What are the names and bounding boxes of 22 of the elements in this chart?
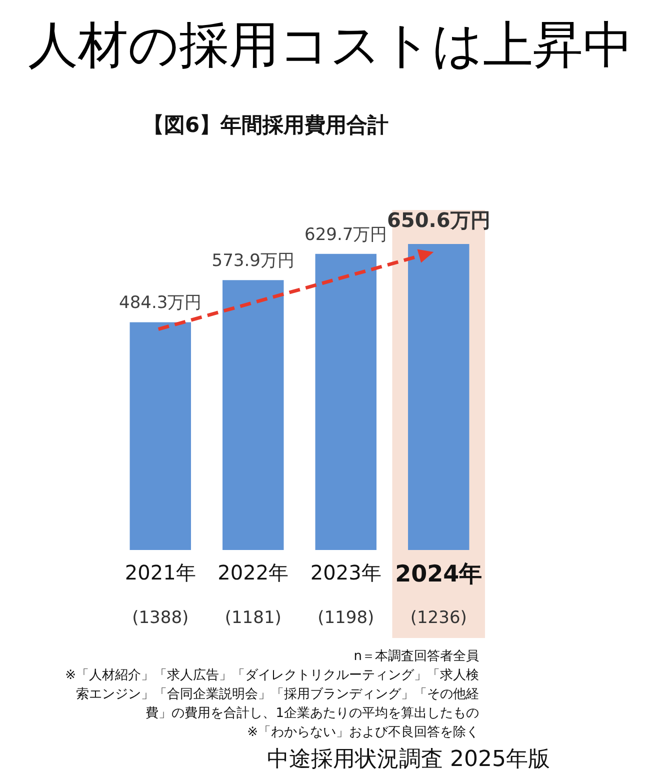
bar <box>222 280 284 550</box>
text: 中途採用状況調査 2025年版 <box>267 746 550 774</box>
bar <box>315 254 376 550</box>
text: (1236) <box>410 608 467 628</box>
data-label: 629.7万円 <box>304 224 388 245</box>
x-tick-label: 2023年 <box>310 560 382 584</box>
data-label: 650.6万円 <box>386 208 490 232</box>
text: ※「人材紹介」「求人広告」「ダイレクトリクルーティング」「求人検索エンジン」「合同企業説明会」「採用ブランディング」「その他経費」の費用を合計し、1企業あたりの平均を算出したもの <box>64 667 479 723</box>
x-tick-label: 2022年 <box>218 560 289 584</box>
data-label: 484.3万円 <box>119 293 202 314</box>
x-tick-label: 2024年 <box>395 562 482 588</box>
x-tick-label: 2021年 <box>124 560 196 584</box>
chart-subtitle: 【図6】年間採用費用合計 <box>143 112 389 139</box>
text: (1181) <box>224 608 282 628</box>
data-label: 573.9万円 <box>212 251 294 272</box>
bar <box>130 322 191 550</box>
text: (1388) <box>132 608 189 628</box>
text: n＝本調査回答者全員 <box>352 648 479 666</box>
text: ※「わからない」および不良回答を除く <box>246 724 479 742</box>
chart-title: 人材の採用コストは上昇中 <box>27 16 634 74</box>
bar <box>408 244 470 550</box>
text: (1198) <box>318 608 374 628</box>
